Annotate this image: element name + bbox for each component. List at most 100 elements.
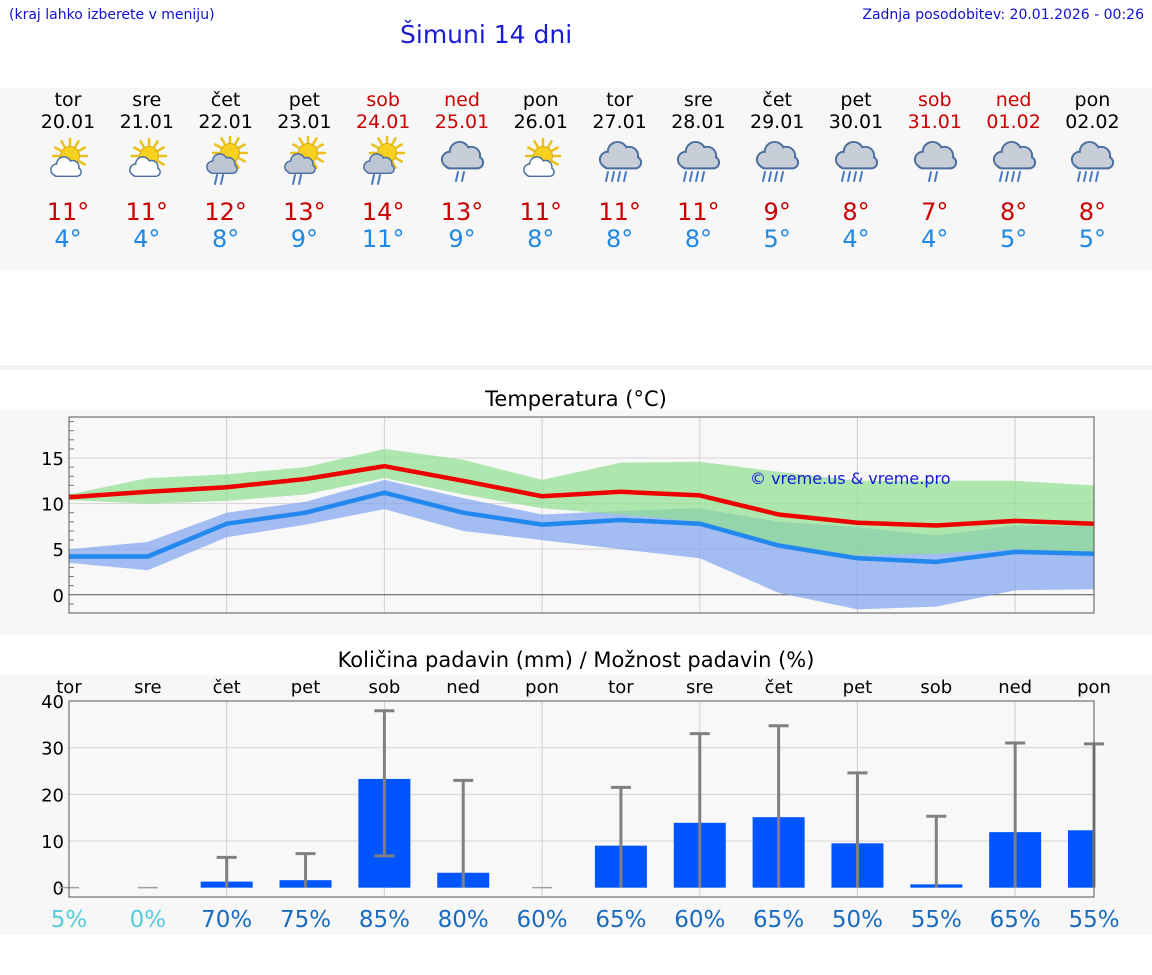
max-temperature: 13° <box>440 198 484 226</box>
cloud-rain-icon <box>756 140 800 182</box>
partly-cloudy-icon <box>50 137 89 178</box>
min-temperature: 8° <box>211 225 240 253</box>
x-category-label: pet <box>291 677 321 698</box>
cloud <box>205 153 238 175</box>
max-temperature: 7° <box>921 198 949 226</box>
day-name: tor <box>54 89 82 111</box>
cloud-light-rain-icon <box>440 140 485 182</box>
max-temperature: 11° <box>46 198 90 226</box>
rain-drops <box>213 174 224 185</box>
divider <box>0 365 1152 370</box>
rain-drops <box>762 171 785 182</box>
precipitation-chart-title: Količina padavin (mm) / Možnost padavin … <box>337 648 815 672</box>
precipitation-probability: 55% <box>1068 907 1119 933</box>
x-category-label: pon <box>1077 677 1111 698</box>
max-temperature: 11° <box>519 198 563 226</box>
precipitation-probability: 60% <box>674 907 725 933</box>
cloud <box>1071 140 1115 170</box>
max-temperature: 13° <box>283 198 326 226</box>
daily-forecast-strip: tor 20.01 11° 4° sre 21.01 11° 4° čet 22.01 12° 8° p… <box>0 88 1152 270</box>
location-hint: (kraj lahko izberete v meniju) <box>9 7 215 23</box>
x-category-label: tor <box>608 677 634 698</box>
rain-drops <box>927 171 938 182</box>
partly-cloudy-icon <box>128 137 168 178</box>
cloud <box>677 140 721 170</box>
x-category-label: čet <box>213 677 241 698</box>
day-name: pet <box>288 89 320 111</box>
max-temperature: 14° <box>361 198 405 226</box>
cloud <box>913 140 957 170</box>
temperature-chart-title: Temperatura (°C) <box>485 387 667 411</box>
cloud-light-rain-icon <box>913 140 957 182</box>
day-name: sre <box>132 89 162 111</box>
cloud-rain-icon <box>992 140 1036 182</box>
min-temperature: 5° <box>763 225 791 253</box>
max-temperature: 11° <box>677 198 720 226</box>
min-temperature-line <box>69 490 1095 565</box>
day-name: čet <box>210 89 241 111</box>
cloud <box>284 153 317 175</box>
cloud <box>522 156 555 178</box>
partly-cloudy-icon <box>522 137 562 178</box>
min-temperature-range-band <box>69 479 1094 610</box>
rain-drops <box>455 171 465 182</box>
y-tick-label: 15 <box>41 449 64 470</box>
min-temperature: 4° <box>921 225 949 253</box>
y-tick-label: 20 <box>41 785 64 806</box>
cloud-rain-icon <box>677 140 721 182</box>
cloud-rain-icon <box>1071 140 1115 182</box>
cloud-rain-icon <box>598 140 642 182</box>
day-name: pet <box>840 89 872 111</box>
day-name: sob <box>366 89 400 111</box>
min-temperature: 9° <box>448 225 476 253</box>
min-temperature: 4° <box>842 225 870 253</box>
x-category-label: sob <box>368 677 400 698</box>
rain-drops <box>683 171 706 182</box>
day-date: 23.01 <box>277 111 332 133</box>
precipitation-probability: 65% <box>753 907 804 933</box>
precipitation-probability: 65% <box>595 907 646 933</box>
precipitation-bar <box>1068 830 1094 888</box>
min-temperature: 9° <box>290 225 319 253</box>
cloud <box>756 140 800 170</box>
x-category-label: pon <box>525 677 559 698</box>
day-date: 24.01 <box>355 111 411 133</box>
y-tick-label: 10 <box>41 832 64 853</box>
x-category-label: čet <box>765 677 793 698</box>
day-name: pon <box>1074 89 1111 111</box>
y-tick-label: 10 <box>41 495 64 516</box>
day-date: 28.01 <box>671 111 726 133</box>
y-tick-label: 40 <box>41 692 64 713</box>
y-tick-label: 0 <box>53 879 64 900</box>
last-updated: Zadnja posodobitev: 20.01.2026 - 00:26 <box>862 7 1144 23</box>
cloud <box>834 140 879 170</box>
sun-cloud-light-rain-icon <box>205 136 248 185</box>
day-name: ned <box>995 89 1032 111</box>
max-temperature: 8° <box>1078 198 1107 226</box>
precipitation-probability: 5% <box>51 907 88 933</box>
cloud <box>128 156 161 178</box>
precipitation-probability: 60% <box>517 907 568 933</box>
x-category-label: tor <box>56 677 82 698</box>
watermark: © vreme.us & vreme.pro <box>750 469 951 488</box>
sun-cloud-light-rain-icon <box>363 136 406 185</box>
temperature-chart: 0 5 10 15 © vreme.us & vreme.pro <box>41 416 1095 614</box>
day-date: 01.02 <box>986 111 1041 133</box>
day-date: 25.01 <box>434 111 490 133</box>
day-name: ned <box>444 89 480 111</box>
precipitation-probability: 85% <box>359 907 410 933</box>
precipitation-probability: 80% <box>438 907 489 933</box>
rain-drops <box>1077 171 1100 182</box>
precipitation-probability: 70% <box>201 907 252 933</box>
rain-drops <box>998 171 1021 182</box>
day-date: 21.01 <box>119 111 174 133</box>
day-name: čet <box>762 89 792 111</box>
max-temperature-line <box>68 463 1095 528</box>
precipitation-probability: 75% <box>280 907 331 933</box>
day-name: tor <box>606 89 634 111</box>
plot-area <box>69 701 1094 897</box>
day-date: 27.01 <box>592 111 647 133</box>
precipitation-probability: 50% <box>832 907 883 933</box>
cloud <box>598 140 642 170</box>
